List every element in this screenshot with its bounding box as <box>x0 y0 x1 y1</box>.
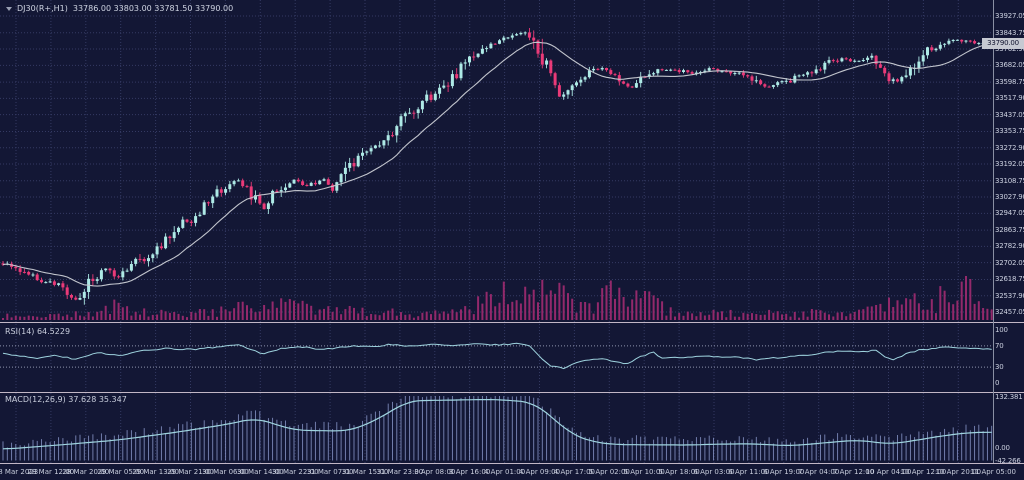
moving-average-layer <box>2 41 992 287</box>
rsi-axis-label: 0 <box>995 379 1000 387</box>
time-axis-label: 11 Apr 05:00 <box>970 468 1016 476</box>
time-axis-label: 3 Apr 08:00 <box>414 468 456 476</box>
rsi-axis-label: 70 <box>995 341 1004 350</box>
rsi-axis-label: 100 <box>995 326 1008 334</box>
time-axis-label: 31 Mar 15:00 <box>341 468 389 476</box>
price-axis-label: 32947.05 <box>995 209 1024 218</box>
price-axis-label: 32702.05 <box>995 258 1024 267</box>
rsi-axis-label: 30 <box>995 363 1004 372</box>
time-axis-label: 29 Mar 05:00 <box>97 468 145 476</box>
time-axis-label: 10 Apr 12:00 <box>900 468 947 476</box>
price-axis-label: 33272.90 <box>995 143 1024 152</box>
price-axis-label: 33027.90 <box>995 193 1024 202</box>
time-axis-label: 6 Apr 03:00 <box>693 468 735 476</box>
macd-axis-label: 0.00 <box>995 444 1010 452</box>
price-axis-label: 33598.75 <box>995 78 1024 87</box>
time-axis-label: 30 Mar 14:00 <box>236 468 284 476</box>
time-axis-label: 3 Apr 16:00 <box>449 468 491 476</box>
volume-layer <box>2 276 993 320</box>
price-axis-label: 33843.75 <box>995 28 1024 37</box>
price-axis-label: 33108.75 <box>995 176 1024 185</box>
time-axis-label: 28 Mar 2023 <box>0 468 39 476</box>
symbol-name: DJ30(R+,H1) <box>17 4 68 13</box>
time-axis-label: 29 Mar 21:00 <box>167 468 214 476</box>
time-axis-label: 10 Apr 04:00 <box>865 468 912 476</box>
time-axis-label: 5 Apr 18:00 <box>658 468 700 476</box>
time-axis-label: 31 Mar 07:00 <box>306 468 354 476</box>
macd-axis-label: 132.381 <box>995 393 1023 401</box>
time-axis-label: 29 Mar 13:00 <box>132 468 179 476</box>
macd-layer <box>2 396 993 461</box>
price-axis-label: 32457.05 <box>995 308 1024 316</box>
price-axis-label: 33437.05 <box>995 110 1024 119</box>
price-axis-label: 32537.90 <box>995 291 1024 300</box>
panel-separators <box>0 322 1024 464</box>
time-axis-label: 7 Apr 04:00 <box>798 468 840 476</box>
price-axis-label: 32782.90 <box>995 242 1024 251</box>
time-axis-label: 28 Mar 12:00 <box>27 468 75 476</box>
time-axis-label: 31 Mar 23:00 <box>376 468 424 476</box>
price-axis-label: 33353.75 <box>995 127 1024 136</box>
candles-layer <box>1 28 994 305</box>
rsi-indicator-label: RSI(14) 64.5229 <box>5 327 71 336</box>
time-axis-label: 4 Apr 17:00 <box>553 468 595 476</box>
chart-marker-icon <box>6 6 12 11</box>
time-axis-label: 7 Apr 12:00 <box>833 468 875 476</box>
price-axis-label: 33517.90 <box>995 94 1024 103</box>
time-axis-label: 30 Mar 22:00 <box>271 468 319 476</box>
time-axis-label: 6 Apr 11:00 <box>728 468 770 476</box>
rsi-layer <box>0 342 993 370</box>
time-axis-label: 30 Mar 06:00 <box>202 468 249 476</box>
time-axis-label: 28 Mar 20:00 <box>62 468 110 476</box>
current-price-badge: 33790.00 <box>982 38 1024 50</box>
price-axis-label: 33762.90 <box>995 45 1024 54</box>
symbol-ohlc-header: DJ30(R+,H1) 33786.00 33803.00 33781.50 3… <box>6 4 233 13</box>
macd-axis-label: -42.266 <box>995 456 1021 465</box>
time-axis-label: 10 Apr 20:00 <box>935 468 982 476</box>
macd-indicator-label: MACD(12,26,9) 37.628 35.347 <box>5 395 127 404</box>
time-axis-label: 4 Apr 01:00 <box>484 468 526 476</box>
grid-layer <box>0 0 993 463</box>
time-axis-label: 4 Apr 09:00 <box>518 468 561 476</box>
price-axis-label: 32863.75 <box>995 226 1024 235</box>
price-axis-label: 32618.75 <box>995 275 1024 284</box>
time-axis-label: 6 Apr 19:00 <box>763 468 805 476</box>
ohlc-values: 33786.00 33803.00 33781.50 33790.00 <box>72 4 234 13</box>
time-axis-label: 5 Apr 10:00 <box>623 468 665 476</box>
price-axis-label: 33192.05 <box>995 160 1024 168</box>
price-axis-label: 33682.05 <box>995 61 1024 70</box>
time-axis-label: 5 Apr 02:00 <box>588 468 630 476</box>
price-axis-label: 33927.05 <box>995 12 1024 20</box>
